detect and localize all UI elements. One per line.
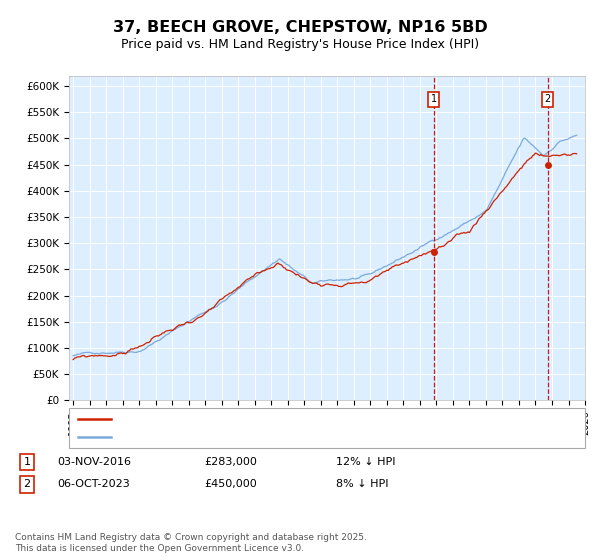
Text: 8% ↓ HPI: 8% ↓ HPI [336,479,389,489]
Text: 2: 2 [23,479,31,489]
Text: 1: 1 [23,457,31,467]
Text: 37, BEECH GROVE, CHEPSTOW, NP16 5BD (detached house): 37, BEECH GROVE, CHEPSTOW, NP16 5BD (det… [118,414,433,424]
Text: 03-NOV-2016: 03-NOV-2016 [57,457,131,467]
Text: Price paid vs. HM Land Registry's House Price Index (HPI): Price paid vs. HM Land Registry's House … [121,38,479,51]
Text: 12% ↓ HPI: 12% ↓ HPI [336,457,395,467]
Text: 06-OCT-2023: 06-OCT-2023 [57,479,130,489]
Text: Contains HM Land Registry data © Crown copyright and database right 2025.
This d: Contains HM Land Registry data © Crown c… [15,533,367,553]
Text: £450,000: £450,000 [204,479,257,489]
Text: 1: 1 [431,94,437,104]
Text: 2: 2 [545,94,551,104]
Text: 37, BEECH GROVE, CHEPSTOW, NP16 5BD: 37, BEECH GROVE, CHEPSTOW, NP16 5BD [113,20,487,35]
Text: HPI: Average price, detached house, Monmouthshire: HPI: Average price, detached house, Monm… [118,432,392,442]
Text: £283,000: £283,000 [204,457,257,467]
